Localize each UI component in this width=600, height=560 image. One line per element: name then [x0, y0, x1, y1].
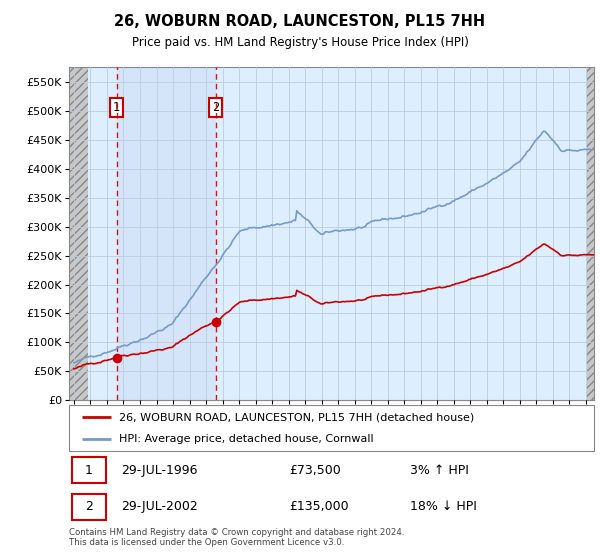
Text: 26, WOBURN ROAD, LAUNCESTON, PL15 7HH: 26, WOBURN ROAD, LAUNCESTON, PL15 7HH — [115, 14, 485, 29]
Text: £73,500: £73,500 — [290, 464, 341, 477]
Text: 1: 1 — [113, 101, 120, 114]
Text: 29-JUL-2002: 29-JUL-2002 — [121, 500, 198, 513]
FancyBboxPatch shape — [71, 458, 106, 483]
Text: 29-JUL-1996: 29-JUL-1996 — [121, 464, 198, 477]
FancyBboxPatch shape — [71, 493, 106, 520]
Text: £135,000: £135,000 — [290, 500, 349, 513]
Text: 26, WOBURN ROAD, LAUNCESTON, PL15 7HH (detached house): 26, WOBURN ROAD, LAUNCESTON, PL15 7HH (d… — [119, 412, 474, 422]
Text: 1: 1 — [85, 464, 92, 477]
Text: HPI: Average price, detached house, Cornwall: HPI: Average price, detached house, Corn… — [119, 435, 373, 444]
Text: 2: 2 — [85, 500, 92, 513]
Text: Price paid vs. HM Land Registry's House Price Index (HPI): Price paid vs. HM Land Registry's House … — [131, 36, 469, 49]
Text: 3% ↑ HPI: 3% ↑ HPI — [410, 464, 469, 477]
Text: Contains HM Land Registry data © Crown copyright and database right 2024.
This d: Contains HM Land Registry data © Crown c… — [69, 528, 404, 547]
Bar — [587, 67, 594, 400]
FancyBboxPatch shape — [69, 405, 594, 451]
Bar — [116, 67, 215, 400]
Text: 2: 2 — [212, 101, 219, 114]
Text: 18% ↓ HPI: 18% ↓ HPI — [410, 500, 477, 513]
Bar — [69, 67, 88, 400]
